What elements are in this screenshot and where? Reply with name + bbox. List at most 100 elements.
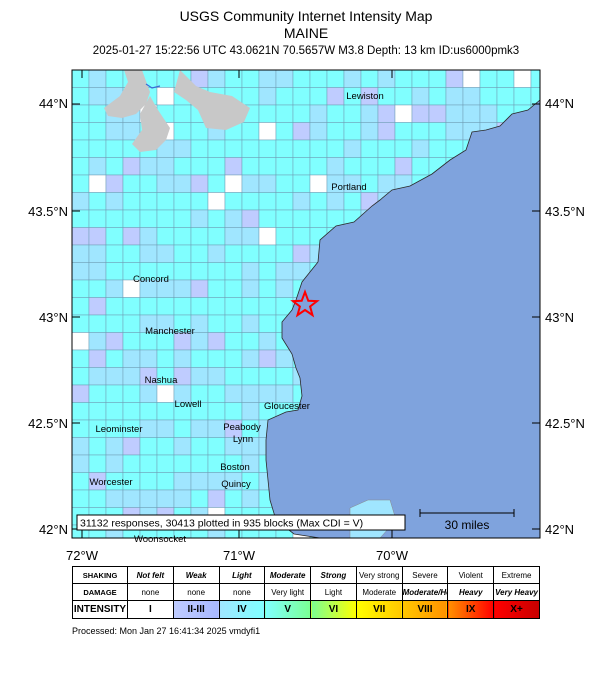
gray-terrain — [132, 96, 170, 152]
intensity-block — [309, 87, 328, 106]
intensity-block — [122, 209, 141, 228]
city-label: Boston — [220, 462, 250, 473]
intensity-block — [88, 437, 107, 456]
intensity-block — [224, 279, 243, 298]
intensity-block — [72, 70, 90, 88]
intensity-block — [156, 437, 175, 456]
intensity-block — [173, 437, 192, 456]
intensity-block — [139, 227, 158, 246]
map-region: MAINE — [283, 25, 329, 41]
intensity-block — [445, 104, 464, 123]
intensity-block — [88, 384, 107, 403]
intensity-block — [292, 157, 311, 176]
intensity-block — [156, 472, 175, 491]
coastline — [265, 99, 540, 538]
intensity-block — [72, 297, 90, 316]
intensity-block — [139, 454, 158, 473]
intensity-block — [139, 209, 158, 228]
intensity-block — [428, 122, 447, 141]
intensity-block — [173, 122, 192, 141]
intensity-block — [190, 209, 209, 228]
intensity-block — [360, 139, 379, 158]
lon-label: 72°W — [66, 548, 99, 563]
lat-label: 42°N — [39, 522, 68, 537]
city-label: Portland — [331, 182, 366, 193]
intensity-block — [156, 174, 175, 193]
intensity-block — [326, 122, 345, 141]
intensity-block — [224, 157, 243, 176]
intensity-block — [207, 227, 226, 246]
intensity-block — [105, 192, 124, 211]
intensity-block — [190, 489, 209, 508]
intensity-block — [360, 122, 379, 141]
intensity-block — [411, 70, 430, 88]
intensity-block — [88, 314, 107, 333]
intensity-block — [445, 70, 464, 88]
intensity-block — [292, 104, 311, 123]
intensity-block — [343, 104, 362, 123]
intensity-swatch: V — [264, 600, 312, 619]
intensity-block — [190, 174, 209, 193]
intensity-block — [139, 402, 158, 421]
intensity-block — [207, 209, 226, 228]
intensity-block — [411, 139, 430, 158]
intensity-block — [241, 70, 260, 88]
legend-cell: Moderate — [355, 583, 403, 601]
intensity-block — [207, 70, 226, 88]
intensity-block — [139, 472, 158, 491]
intensity-block — [224, 192, 243, 211]
intensity-block — [105, 279, 124, 298]
intensity-block — [105, 139, 124, 158]
intensity-block — [72, 139, 90, 158]
intensity-block — [258, 332, 277, 351]
intensity-block — [258, 279, 277, 298]
intensity-block — [88, 104, 107, 123]
legend-cell: Light — [310, 583, 357, 601]
intensity-block — [224, 489, 243, 508]
intensity-block — [190, 419, 209, 438]
city-labels: Lewiston Portland Concord Manchester Nas… — [89, 91, 383, 545]
intensity-block — [207, 489, 226, 508]
intensity-block — [275, 174, 294, 193]
intensity-block — [258, 104, 277, 123]
intensity-block — [88, 349, 107, 368]
intensity-block — [207, 384, 226, 403]
legend-cell: Violent — [447, 566, 495, 584]
intensity-block — [88, 244, 107, 263]
intensity-block — [224, 384, 243, 403]
intensity-block — [224, 367, 243, 386]
intensity-block — [190, 279, 209, 298]
intensity-block — [411, 157, 430, 176]
intensity-block — [122, 244, 141, 263]
star-icon[interactable] — [290, 289, 320, 318]
city-label: Leominster — [96, 424, 143, 435]
intensity-block — [292, 244, 311, 263]
intensity-block — [241, 139, 260, 158]
intensity-block — [173, 227, 192, 246]
intensity-block — [105, 157, 124, 176]
intensity-block — [258, 209, 277, 228]
intensity-block — [105, 227, 124, 246]
intensity-block — [88, 209, 107, 228]
processed-note: Processed: Mon Jan 27 16:41:34 2025 vmdy… — [72, 626, 261, 636]
intensity-block — [190, 472, 209, 491]
responses-box — [76, 514, 406, 531]
intensity-block — [173, 279, 192, 298]
intensity-block — [72, 262, 90, 281]
intensity-block — [156, 419, 175, 438]
intensity-block — [411, 87, 430, 106]
lat-label: 42.5°N — [28, 416, 68, 431]
intensity-block — [173, 297, 192, 316]
city-label: Woonsocket — [134, 534, 186, 545]
intensity-block — [190, 227, 209, 246]
intensity-block — [105, 244, 124, 263]
intensity-block — [258, 70, 277, 88]
intensity-block — [275, 279, 294, 298]
legend-damage-row: DAMAGE none none none Very light Light M… — [72, 583, 540, 601]
intensity-block — [122, 384, 141, 403]
intensity-block — [241, 174, 260, 193]
intensity-block — [88, 367, 107, 386]
city-label: Lowell — [175, 399, 202, 410]
legend-cell: Severe — [401, 566, 449, 584]
